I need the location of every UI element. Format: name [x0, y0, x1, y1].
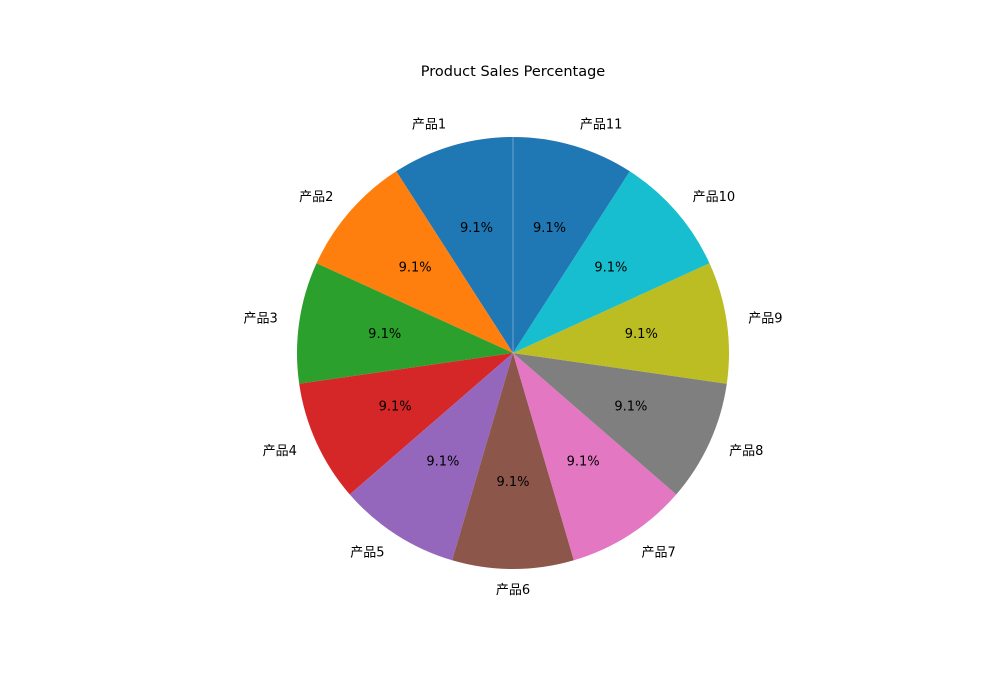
pie-slice-4 [299, 353, 513, 495]
slice-label-5: 产品5 [350, 545, 384, 560]
slice-label-10: 产品10 [693, 190, 736, 205]
slice-percent-6: 9.1% [496, 475, 529, 490]
pie-slices [297, 137, 729, 569]
pie-slice-1 [396, 137, 513, 353]
slice-label-6: 产品6 [496, 583, 530, 598]
slice-percent-4: 9.1% [379, 399, 412, 414]
slice-percent-9: 9.1% [625, 327, 658, 342]
slice-percent-8: 9.1% [614, 399, 647, 414]
slice-label-7: 产品7 [642, 545, 676, 560]
slice-label-1: 产品1 [412, 118, 446, 133]
slice-percent-7: 9.1% [567, 455, 600, 470]
pie-slice-6 [452, 353, 574, 569]
pie-slice-11 [513, 137, 630, 353]
slice-label-2: 产品2 [299, 190, 333, 205]
pie-labels: 产品1 9.1% 产品2 9.1% 产品3 9.1% 产品4 9.1% 产品5 9.1% 产品6 9.… [244, 118, 783, 599]
slice-percent-5: 9.1% [426, 455, 459, 470]
slice-percent-3: 9.1% [368, 327, 401, 342]
pie-slice-2 [316, 171, 513, 353]
slice-label-8: 产品8 [729, 444, 763, 459]
pie-slice-5 [349, 353, 513, 561]
pie-slice-10 [513, 171, 710, 353]
slice-label-4: 产品4 [263, 444, 297, 459]
slice-percent-11: 9.1% [533, 221, 566, 236]
pie-slice-8 [513, 353, 727, 495]
pie-slice-3 [297, 263, 513, 384]
slice-label-11: 产品11 [580, 118, 623, 133]
slice-percent-1: 9.1% [460, 221, 493, 236]
slice-percent-2: 9.1% [399, 261, 432, 276]
chart-title: Product Sales Percentage [421, 64, 606, 80]
slice-label-9: 产品9 [748, 312, 782, 327]
slice-percent-10: 9.1% [594, 261, 627, 276]
slice-label-3: 产品3 [244, 312, 278, 327]
pie-slice-9 [513, 263, 729, 384]
pie-slice-7 [513, 353, 677, 561]
